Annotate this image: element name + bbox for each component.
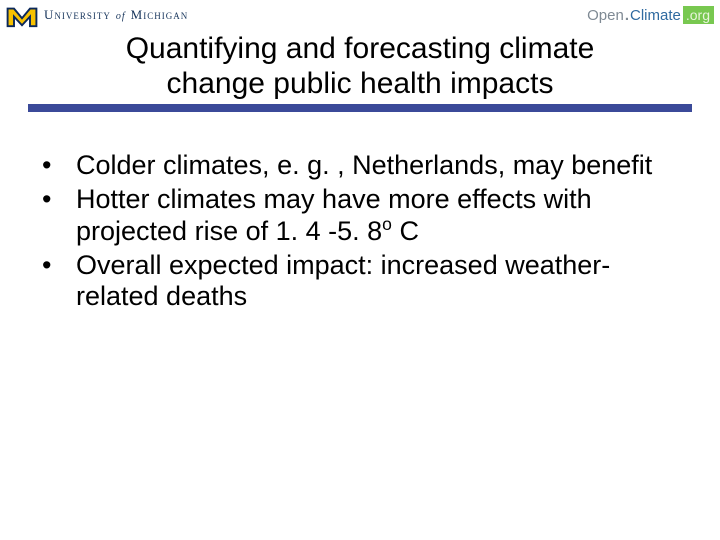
bullet-text-2-post: C: [392, 216, 419, 246]
oc-dot1: .: [625, 7, 629, 24]
bullet-text-2-sup: o: [382, 214, 392, 234]
bullet-text-2-pre: Hotter climates may have more effects wi…: [76, 184, 592, 246]
umich-text-michigan: Michigan: [131, 7, 189, 22]
oc-open: Open: [587, 7, 624, 24]
title-line-1: Quantifying and forecasting climate: [0, 32, 720, 67]
oc-climate: Climate: [630, 7, 681, 24]
umich-text-university: University: [44, 7, 111, 22]
umich-text-of: of: [116, 11, 126, 22]
oc-org: org: [690, 7, 710, 23]
title-underline: [28, 104, 692, 112]
umich-m-icon: [6, 2, 38, 28]
header-banner: University of Michigan Open.Climate.org: [0, 0, 720, 30]
bullet-list: Colder climates, e. g. , Netherlands, ma…: [34, 150, 674, 313]
body-content: Colder climates, e. g. , Netherlands, ma…: [34, 150, 674, 315]
slide-title: Quantifying and forecasting climate chan…: [0, 32, 720, 101]
oc-org-badge: .org: [683, 6, 714, 24]
bullet-item-2: Hotter climates may have more effects wi…: [34, 184, 674, 248]
umich-logo-block: University of Michigan: [0, 2, 188, 28]
bullet-text-1: Colder climates, e. g. , Netherlands, ma…: [76, 150, 652, 180]
openclimate-logo: Open.Climate.org: [587, 6, 720, 24]
umich-wordmark: University of Michigan: [44, 6, 188, 24]
bullet-item-1: Colder climates, e. g. , Netherlands, ma…: [34, 150, 674, 182]
bullet-item-3: Overall expected impact: increased weath…: [34, 250, 674, 314]
title-line-2: change public health impacts: [0, 67, 720, 102]
bullet-text-3: Overall expected impact: increased weath…: [76, 250, 610, 312]
